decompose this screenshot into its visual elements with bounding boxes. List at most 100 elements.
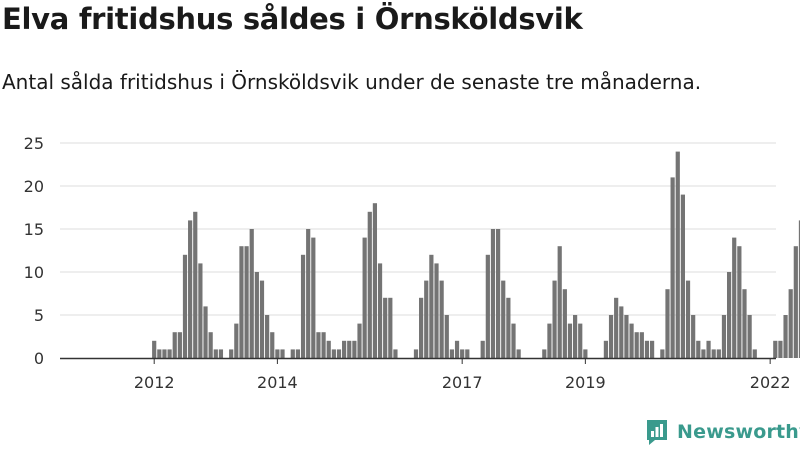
bar [347, 340, 352, 358]
bar [393, 349, 398, 358]
bar [265, 315, 270, 358]
bar [198, 263, 203, 358]
y-tick-label: 5 [34, 306, 44, 325]
bar [737, 246, 742, 358]
bar [429, 254, 434, 358]
bar [213, 349, 218, 358]
x-tick-label: 2019 [565, 373, 606, 392]
bar [691, 315, 696, 358]
bar [460, 349, 465, 358]
bar [383, 297, 388, 358]
bar [485, 254, 490, 358]
bar [798, 220, 800, 358]
bar [152, 340, 157, 358]
bar [711, 349, 716, 358]
bar [614, 297, 619, 358]
bar [295, 349, 301, 358]
bar [732, 237, 737, 358]
bar [439, 280, 444, 358]
bar [388, 297, 393, 358]
y-axis-ticks: 0 5 10 15 20 25 [24, 134, 44, 368]
bar [670, 177, 675, 358]
chart-title: Elva fritidshus såldes i Örnsköldsvik [2, 2, 583, 36]
bar [716, 349, 721, 358]
bar [321, 332, 326, 358]
bar [557, 246, 562, 358]
x-tick-label: 2014 [257, 373, 298, 392]
bar [552, 280, 557, 358]
bar [742, 289, 747, 358]
bar [208, 332, 213, 358]
bar [218, 349, 224, 358]
bar [357, 323, 362, 358]
bar [331, 349, 336, 358]
bar [203, 306, 208, 358]
bar [675, 151, 680, 358]
y-tick-label: 10 [24, 263, 44, 282]
bar [685, 280, 691, 358]
bar [496, 229, 501, 358]
bar [542, 349, 547, 358]
bar [182, 254, 188, 358]
bar [254, 272, 259, 358]
bar [721, 315, 727, 358]
bar [290, 349, 295, 358]
bar [501, 280, 506, 358]
bar [516, 349, 521, 358]
bar [270, 332, 275, 358]
x-tick-label: 2022 [750, 373, 791, 392]
y-tick-label: 0 [34, 349, 44, 368]
bar [634, 332, 639, 358]
bar [752, 349, 757, 358]
bar [167, 349, 172, 358]
bar [188, 220, 193, 358]
bar [424, 280, 429, 358]
bar [259, 280, 265, 358]
bar [377, 263, 383, 358]
bar [306, 229, 311, 358]
bar [434, 263, 439, 358]
bar [480, 340, 485, 358]
x-axis: 201220142017201920222024 [60, 357, 791, 392]
bar [747, 315, 752, 358]
bar [157, 349, 162, 358]
bar [788, 289, 793, 358]
newsworthy-logo-icon [647, 420, 667, 445]
bar [280, 349, 285, 358]
bar [300, 254, 306, 358]
bar [578, 323, 583, 358]
bar [193, 211, 198, 358]
bar [367, 211, 372, 358]
x-tick-label: 2017 [442, 373, 483, 392]
bar [419, 297, 424, 358]
bar [449, 349, 455, 358]
bar [624, 315, 629, 358]
bar [706, 340, 711, 358]
bar [773, 340, 778, 358]
bar [162, 349, 167, 358]
bar [573, 315, 578, 358]
bar [506, 297, 511, 358]
gridlines [60, 142, 776, 316]
bar [249, 229, 254, 358]
bar [229, 349, 234, 358]
bar [336, 349, 342, 358]
bar [629, 323, 634, 358]
bar [352, 340, 357, 358]
bar [244, 246, 249, 358]
bar-series [152, 151, 800, 358]
newsworthy-brand[interactable]: Newsworthy [645, 418, 800, 446]
bar [316, 332, 321, 358]
bar [583, 349, 588, 358]
bar [311, 237, 316, 358]
bar [511, 323, 516, 358]
bar [275, 349, 280, 358]
bar [639, 332, 644, 358]
bar [783, 315, 788, 358]
bar [649, 340, 655, 358]
bar [726, 272, 732, 358]
bar [234, 323, 239, 358]
bar [362, 237, 367, 358]
chart-subtitle: Antal sålda fritidshus i Örnsköldsvik un… [2, 70, 702, 94]
